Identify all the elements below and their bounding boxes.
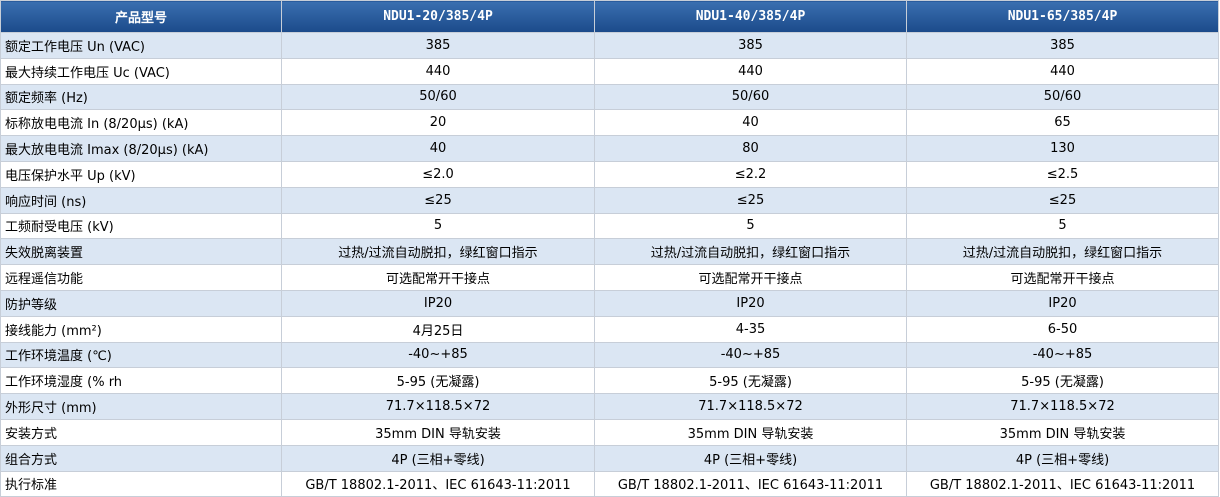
table-row: 电压保护水平 Up (kV) ≤2.0 ≤2.2 ≤2.5 [0, 160, 1219, 188]
row-label: 最大持续工作电压 Uc (VAC) [0, 57, 282, 85]
table-row: 失效脱离装置 过热/过流自动脱扣，绿红窗口指示 过热/过流自动脱扣，绿红窗口指示 过热… [0, 238, 1219, 266]
cell-value: IP20 [594, 289, 907, 317]
cell-value: 65 [906, 109, 1219, 137]
header-cell: 产品型号 [0, 0, 282, 33]
cell-value: IP20 [906, 289, 1219, 317]
cell-value: ≤25 [281, 186, 595, 214]
cell-value: GB/T 18802.1-2011、IEC 61643-11:2011 [281, 470, 595, 497]
cell-value: 440 [281, 57, 595, 85]
row-label: 执行标准 [0, 470, 282, 497]
table-row: 额定频率 (Hz) 50/60 50/60 50/60 [0, 83, 1219, 111]
table-row: 执行标准 GB/T 18802.1-2011、IEC 61643-11:2011 G… [0, 470, 1219, 497]
table-row: 外形尺寸 (mm) 71.7×118.5×72 71.7×118.5×72 71.7×… [0, 393, 1219, 420]
cell-value: GB/T 18802.1-2011、IEC 61643-11:2011 [594, 470, 907, 497]
row-label: 安装方式 [0, 418, 282, 446]
cell-value: 35mm DIN 导轨安装 [594, 418, 907, 446]
cell-value: 6-50 [906, 315, 1219, 343]
row-label: 接线能力 (mm²) [0, 315, 282, 343]
table-row: 响应时间 (ns) ≤25 ≤25 ≤25 [0, 186, 1219, 214]
table-row: 工作环境湿度 (% rh 5-95 (无凝露) 5-95 (无凝露) 5-95 (无凝… [0, 367, 1219, 395]
table-row: 工作环境温度 (℃) -40~+85 -40~+85 -40~+85 [0, 341, 1219, 369]
row-label: 最大放电电流 Imax (8/20μs) (kA) [0, 135, 282, 162]
cell-value: 5 [281, 212, 595, 240]
table-row: 工频耐受电压 (kV) 5 5 5 [0, 212, 1219, 240]
table-row: 额定工作电压 Un (VAC) 385 385 385 [0, 32, 1219, 59]
cell-value: 130 [906, 135, 1219, 162]
cell-value: 5-95 (无凝露) [906, 367, 1219, 395]
row-label: 防护等级 [0, 289, 282, 317]
cell-value: ≤2.0 [281, 160, 595, 188]
cell-value: 可选配常开干接点 [594, 264, 907, 291]
table-row: 安装方式 35mm DIN 导轨安装 35mm DIN 导轨安装 35mm DIN 导… [0, 418, 1219, 446]
cell-value: 385 [281, 32, 595, 59]
table-row: 组合方式 4P (三相+零线) 4P (三相+零线) 4P (三相+零线) [0, 444, 1219, 472]
row-label: 工频耐受电压 (kV) [0, 212, 282, 240]
row-label: 远程遥信功能 [0, 264, 282, 291]
cell-value: 35mm DIN 导轨安装 [281, 418, 595, 446]
row-label: 外形尺寸 (mm) [0, 393, 282, 420]
table-header: 产品型号 NDU1-20/385/4P NDU1-40/385/4P NDU1-65/… [0, 0, 1219, 33]
row-label: 工作环境温度 (℃) [0, 341, 282, 369]
cell-value: -40~+85 [906, 341, 1219, 369]
cell-value: 35mm DIN 导轨安装 [906, 418, 1219, 446]
cell-value: 4P (三相+零线) [906, 444, 1219, 472]
row-label: 组合方式 [0, 444, 282, 472]
cell-value: 5 [906, 212, 1219, 240]
cell-value: ≤2.5 [906, 160, 1219, 188]
row-label: 工作环境湿度 (% rh [0, 367, 282, 395]
cell-value: 80 [594, 135, 907, 162]
table-row: 防护等级 IP20 IP20 IP20 [0, 289, 1219, 317]
table-row: 远程遥信功能 可选配常开干接点 可选配常开干接点 可选配常开干接点 [0, 264, 1219, 291]
cell-value: 4月25日 [281, 315, 595, 343]
row-label: 标称放电电流 In (8/20μs) (kA) [0, 109, 282, 137]
cell-value: 可选配常开干接点 [281, 264, 595, 291]
cell-value: -40~+85 [281, 341, 595, 369]
header-cell: NDU1-65/385/4P [906, 0, 1219, 33]
cell-value: 5-95 (无凝露) [594, 367, 907, 395]
cell-value: 440 [906, 57, 1219, 85]
table-row: 接线能力 (mm²) 4月25日 4-35 6-50 [0, 315, 1219, 343]
cell-value: 过热/过流自动脱扣，绿红窗口指示 [281, 238, 595, 266]
cell-value: 40 [281, 135, 595, 162]
cell-value: 71.7×118.5×72 [594, 393, 907, 420]
cell-value: 50/60 [594, 83, 907, 111]
cell-value: 过热/过流自动脱扣，绿红窗口指示 [906, 238, 1219, 266]
cell-value: 385 [594, 32, 907, 59]
cell-value: 过热/过流自动脱扣，绿红窗口指示 [594, 238, 907, 266]
cell-value: 5-95 (无凝露) [281, 367, 595, 395]
header-cell: NDU1-20/385/4P [281, 0, 595, 33]
cell-value: 可选配常开干接点 [906, 264, 1219, 291]
row-label: 失效脱离装置 [0, 238, 282, 266]
row-label: 响应时间 (ns) [0, 186, 282, 214]
cell-value: 385 [906, 32, 1219, 59]
cell-value: 440 [594, 57, 907, 85]
cell-value: 4-35 [594, 315, 907, 343]
header-cell: NDU1-40/385/4P [594, 0, 907, 33]
cell-value: ≤25 [906, 186, 1219, 214]
cell-value: 20 [281, 109, 595, 137]
cell-value: 71.7×118.5×72 [281, 393, 595, 420]
row-label: 额定频率 (Hz) [0, 83, 282, 111]
row-label: 电压保护水平 Up (kV) [0, 160, 282, 188]
cell-value: GB/T 18802.1-2011、IEC 61643-11:2011 [906, 470, 1219, 497]
cell-value: ≤25 [594, 186, 907, 214]
cell-value: 5 [594, 212, 907, 240]
cell-value: 50/60 [281, 83, 595, 111]
cell-value: ≤2.2 [594, 160, 907, 188]
cell-value: IP20 [281, 289, 595, 317]
cell-value: 71.7×118.5×72 [906, 393, 1219, 420]
cell-value: 50/60 [906, 83, 1219, 111]
cell-value: 4P (三相+零线) [281, 444, 595, 472]
header-row: 产品型号 NDU1-20/385/4P NDU1-40/385/4P NDU1-65/… [0, 0, 1219, 33]
cell-value: 40 [594, 109, 907, 137]
table-row: 最大放电电流 Imax (8/20μs) (kA) 40 80 130 [0, 135, 1219, 162]
cell-value: -40~+85 [594, 341, 907, 369]
cell-value: 4P (三相+零线) [594, 444, 907, 472]
table-body: 额定工作电压 Un (VAC) 385 385 385 最大持续工作电压 Uc (VAC… [0, 32, 1219, 497]
table-row: 标称放电电流 In (8/20μs) (kA) 20 40 65 [0, 109, 1219, 137]
row-label: 额定工作电压 Un (VAC) [0, 32, 282, 59]
table-row: 最大持续工作电压 Uc (VAC) 440 440 440 [0, 57, 1219, 85]
